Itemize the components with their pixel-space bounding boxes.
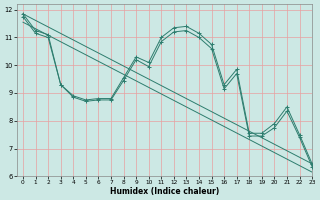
X-axis label: Humidex (Indice chaleur): Humidex (Indice chaleur): [110, 187, 219, 196]
